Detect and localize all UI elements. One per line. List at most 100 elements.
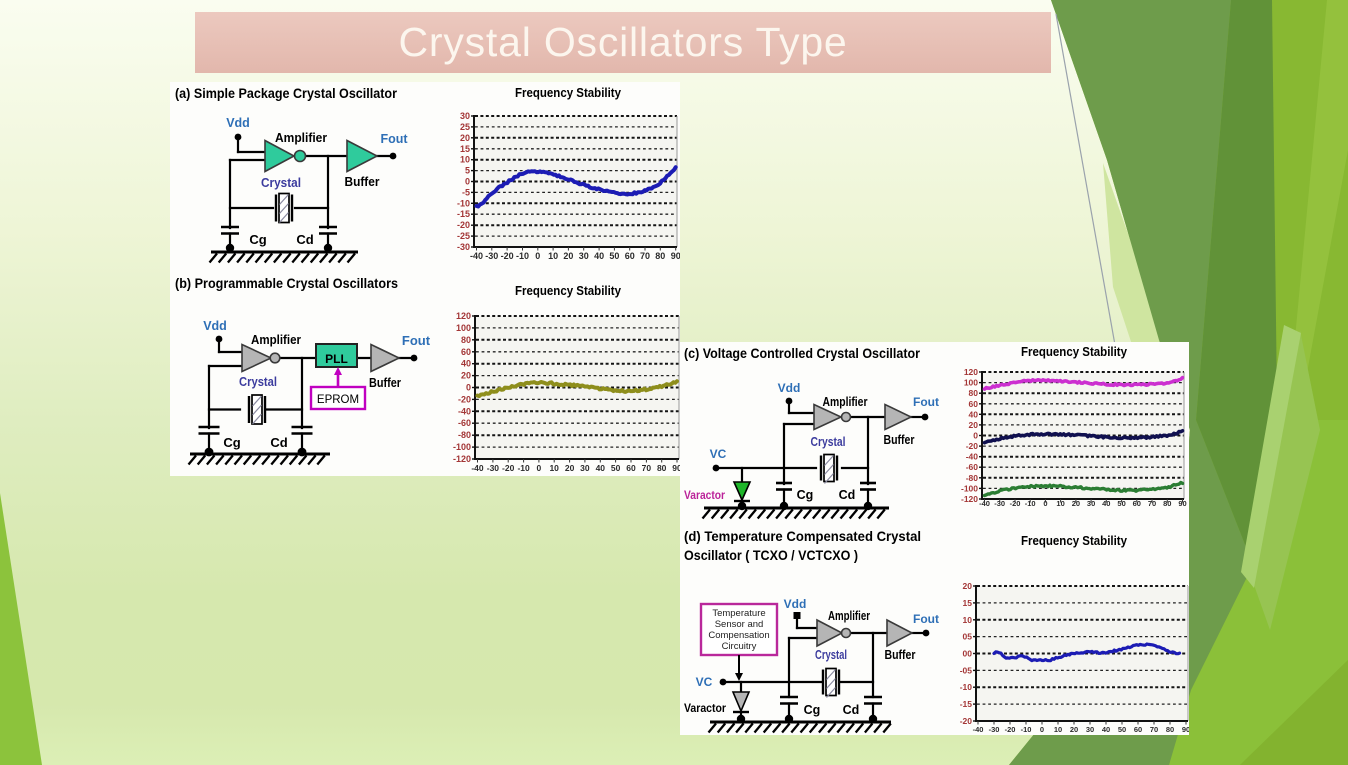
svg-text:-10: -10 (1025, 499, 1036, 508)
svg-text:-120: -120 (453, 454, 471, 464)
svg-text:-20: -20 (960, 716, 973, 726)
svg-text:80: 80 (1166, 725, 1174, 734)
svg-text:Varactor: Varactor (684, 490, 725, 502)
svg-text:Cg: Cg (797, 488, 814, 502)
svg-text:Cg: Cg (249, 232, 266, 247)
svg-text:Buffer: Buffer (885, 648, 916, 662)
svg-text:20: 20 (461, 371, 471, 381)
svg-text:-60: -60 (458, 418, 471, 428)
svg-text:15: 15 (963, 598, 973, 608)
svg-text:50: 50 (1117, 499, 1125, 508)
svg-text:60: 60 (969, 399, 979, 409)
svg-text:(c) Voltage Controlled Crystal: (c) Voltage Controlled Crystal Oscillato… (684, 346, 921, 361)
svg-text:-30: -30 (485, 251, 498, 261)
svg-text:-40: -40 (470, 251, 483, 261)
svg-text:Oscillator ( TCXO / VCTCXO ): Oscillator ( TCXO / VCTCXO ) (684, 548, 858, 563)
svg-text:20: 20 (969, 420, 979, 430)
svg-text:-20: -20 (457, 220, 470, 230)
svg-text:Fout: Fout (402, 333, 431, 348)
svg-text:-5: -5 (462, 187, 470, 197)
svg-text:Amplifier: Amplifier (251, 332, 301, 347)
svg-text:-25: -25 (457, 231, 470, 241)
svg-text:Vdd: Vdd (203, 319, 227, 333)
svg-text:20: 20 (963, 581, 973, 591)
svg-text:Sensor and: Sensor and (715, 619, 764, 630)
svg-text:60: 60 (625, 251, 635, 261)
svg-text:00: 00 (963, 649, 973, 659)
svg-text:Cg: Cg (804, 703, 821, 717)
svg-text:60: 60 (626, 463, 636, 473)
svg-text:0: 0 (535, 251, 540, 261)
svg-text:30: 30 (460, 111, 470, 121)
svg-text:10: 10 (548, 251, 558, 261)
svg-text:-10: -10 (457, 198, 470, 208)
svg-text:Cd: Cd (296, 232, 313, 247)
svg-text:15: 15 (460, 144, 470, 154)
svg-text:-40: -40 (458, 406, 471, 416)
svg-text:-60: -60 (966, 462, 979, 472)
svg-text:-100: -100 (961, 483, 978, 493)
svg-text:Cd: Cd (270, 435, 287, 450)
svg-text:Frequency Stability: Frequency Stability (1021, 345, 1127, 359)
svg-text:Vdd: Vdd (784, 597, 807, 611)
svg-text:Vdd: Vdd (226, 116, 250, 130)
svg-text:05: 05 (963, 632, 973, 642)
svg-text:EPROM: EPROM (317, 394, 359, 406)
svg-text:-80: -80 (966, 473, 979, 483)
svg-text:25: 25 (460, 122, 470, 132)
svg-text:Buffer: Buffer (884, 433, 915, 447)
svg-text:-10: -10 (516, 251, 529, 261)
svg-text:40: 40 (596, 463, 606, 473)
svg-text:Buffer: Buffer (345, 174, 380, 189)
svg-text:-20: -20 (458, 394, 471, 404)
svg-text:50: 50 (609, 251, 619, 261)
svg-text:80: 80 (969, 388, 979, 398)
svg-text:-20: -20 (1010, 499, 1021, 508)
svg-text:Cd: Cd (843, 703, 860, 717)
svg-text:20: 20 (563, 251, 573, 261)
svg-text:Cg: Cg (223, 435, 240, 450)
svg-text:70: 70 (642, 463, 652, 473)
svg-text:-20: -20 (1005, 725, 1016, 734)
svg-text:-120: -120 (961, 494, 978, 504)
svg-text:10: 10 (1054, 725, 1062, 734)
svg-text:-20: -20 (502, 463, 515, 473)
svg-text:30: 30 (1087, 499, 1095, 508)
svg-text:Crystal: Crystal (239, 374, 277, 389)
svg-text:Frequency Stability: Frequency Stability (515, 86, 621, 100)
svg-text:10: 10 (549, 463, 559, 473)
svg-text:Crystal: Crystal (815, 648, 847, 662)
svg-text:20: 20 (460, 133, 470, 143)
svg-text:Amplifier: Amplifier (828, 609, 870, 623)
svg-text:-20: -20 (966, 441, 979, 451)
svg-text:(a) Simple Package Crystal Osc: (a) Simple Package Crystal Oscillator (175, 86, 398, 101)
svg-text:-05: -05 (960, 665, 973, 675)
svg-text:Buffer: Buffer (369, 375, 401, 390)
svg-text:30: 30 (580, 463, 590, 473)
svg-text:-40: -40 (973, 725, 984, 734)
svg-text:-10: -10 (517, 463, 530, 473)
svg-text:80: 80 (461, 335, 471, 345)
svg-text:40: 40 (461, 359, 471, 369)
svg-text:Frequency Stability: Frequency Stability (515, 284, 621, 298)
svg-text:40: 40 (1102, 499, 1110, 508)
svg-text:Cd: Cd (839, 488, 856, 502)
svg-text:Frequency Stability: Frequency Stability (1021, 534, 1127, 548)
svg-text:Varactor: Varactor (684, 703, 726, 715)
svg-text:60: 60 (1133, 499, 1141, 508)
svg-text:VC: VC (696, 675, 713, 689)
svg-text:-10: -10 (960, 682, 973, 692)
svg-text:20: 20 (565, 463, 575, 473)
svg-text:Crystal: Crystal (811, 435, 846, 449)
svg-text:70: 70 (1150, 725, 1158, 734)
svg-text:20: 20 (1072, 499, 1080, 508)
svg-text:10: 10 (963, 615, 973, 625)
svg-text:(d) Temperature Compensated Cr: (d) Temperature Compensated Crystal (684, 529, 921, 544)
svg-text:-20: -20 (501, 251, 514, 261)
svg-text:5: 5 (465, 166, 470, 176)
svg-text:0: 0 (1040, 725, 1044, 734)
svg-text:10: 10 (460, 155, 470, 165)
svg-text:100: 100 (456, 323, 471, 333)
svg-text:100: 100 (964, 378, 978, 388)
svg-text:80: 80 (1163, 499, 1171, 508)
